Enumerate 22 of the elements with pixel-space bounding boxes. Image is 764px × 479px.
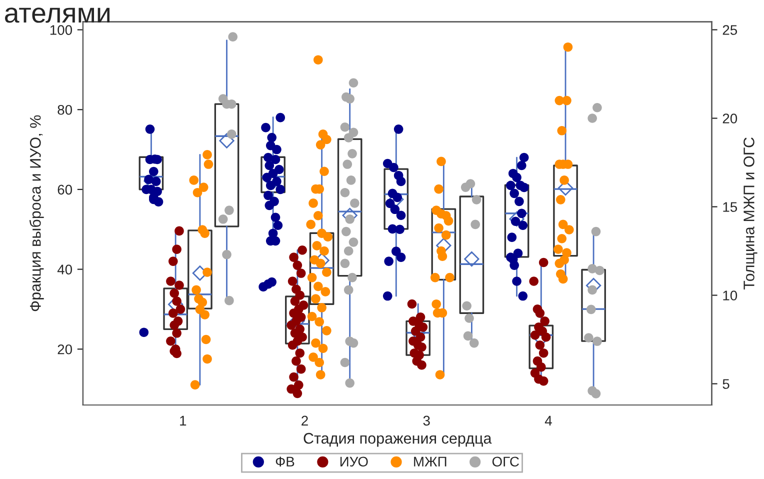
y2-tick-label: 25 — [722, 25, 738, 35]
legend-label: ОГС — [492, 456, 519, 467]
x-tick-label: 3 — [423, 416, 430, 426]
y-tick-label: 100 — [50, 25, 72, 35]
y2-tick-label: 15 — [723, 202, 738, 212]
legend-label: ФВ — [276, 456, 294, 466]
y2-tick-label: 5 — [722, 379, 730, 389]
legend-label: МЖП — [414, 456, 446, 466]
y2-axis-title: Толщина МЖП и ОГС — [744, 138, 758, 290]
x-tick-label: 2 — [302, 416, 308, 426]
y-tick-label: 40 — [57, 264, 72, 274]
y2-tick-label: 10 — [723, 290, 738, 300]
chart-title: ателями — [5, 8, 110, 23]
y-tick-label: 80 — [58, 104, 72, 115]
y-tick-label: 20 — [58, 344, 72, 354]
y2-tick-label: 20 — [722, 114, 738, 124]
x-tick-label: 1 — [180, 416, 186, 426]
x-tick-label: 4 — [544, 416, 552, 426]
legend-label: ИУО — [340, 456, 368, 467]
x-axis-title: Стадия поражения сердца — [304, 432, 492, 447]
y-tick-label: 60 — [58, 184, 72, 195]
y-axis-title: Фракция выброса и ИУО, % — [29, 115, 44, 312]
